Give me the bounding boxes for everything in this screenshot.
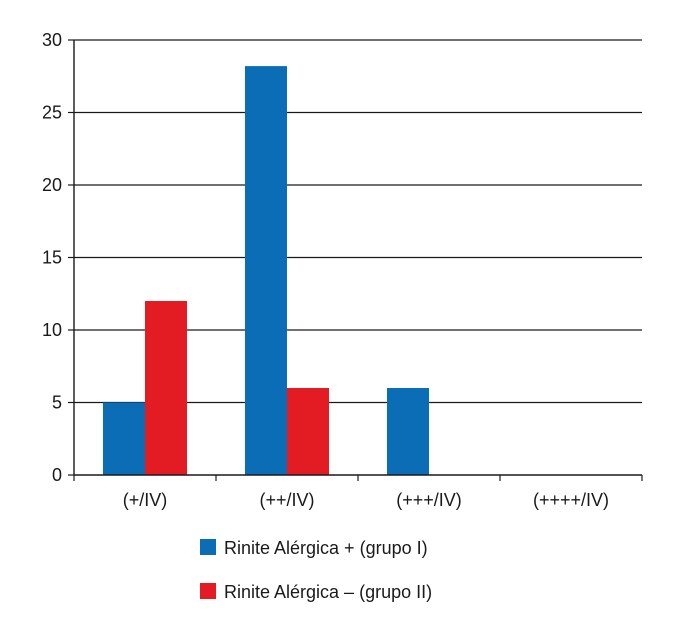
y-tick-label: 30 xyxy=(42,30,62,50)
y-tick-label: 25 xyxy=(42,103,62,123)
axes xyxy=(68,39,643,481)
bar-grupo-ii xyxy=(145,301,187,475)
bar-grupo-i xyxy=(103,402,145,475)
x-tick-label: (++/IV) xyxy=(259,490,314,510)
x-tick-label: (++++/IV) xyxy=(533,490,609,510)
y-tick-label: 0 xyxy=(52,465,62,485)
x-tick-label: (+/IV) xyxy=(123,490,168,510)
y-tick-label: 5 xyxy=(52,393,62,413)
bars xyxy=(103,66,429,475)
y-tick-label: 10 xyxy=(42,320,62,340)
y-tick-label: 20 xyxy=(42,175,62,195)
legend: Rinite Alérgica + (grupo I) Rinite Alérgi… xyxy=(200,538,432,602)
y-tick-label: 15 xyxy=(42,248,62,268)
bar-grupo-ii xyxy=(287,388,329,475)
bar-grupo-i xyxy=(387,388,429,475)
bar-grupo-i xyxy=(245,66,287,475)
y-tick-labels: 0 5 10 15 20 25 30 xyxy=(42,30,62,485)
x-tick-labels: (+/IV) (++/IV) (+++/IV) (++++/IV) xyxy=(123,490,609,510)
legend-swatch xyxy=(200,539,216,555)
legend-swatch xyxy=(200,583,216,599)
x-tick-label: (+++/IV) xyxy=(396,490,462,510)
legend-label: Rinite Alérgica – (grupo II) xyxy=(224,582,432,602)
legend-label: Rinite Alérgica + (grupo I) xyxy=(224,538,428,558)
